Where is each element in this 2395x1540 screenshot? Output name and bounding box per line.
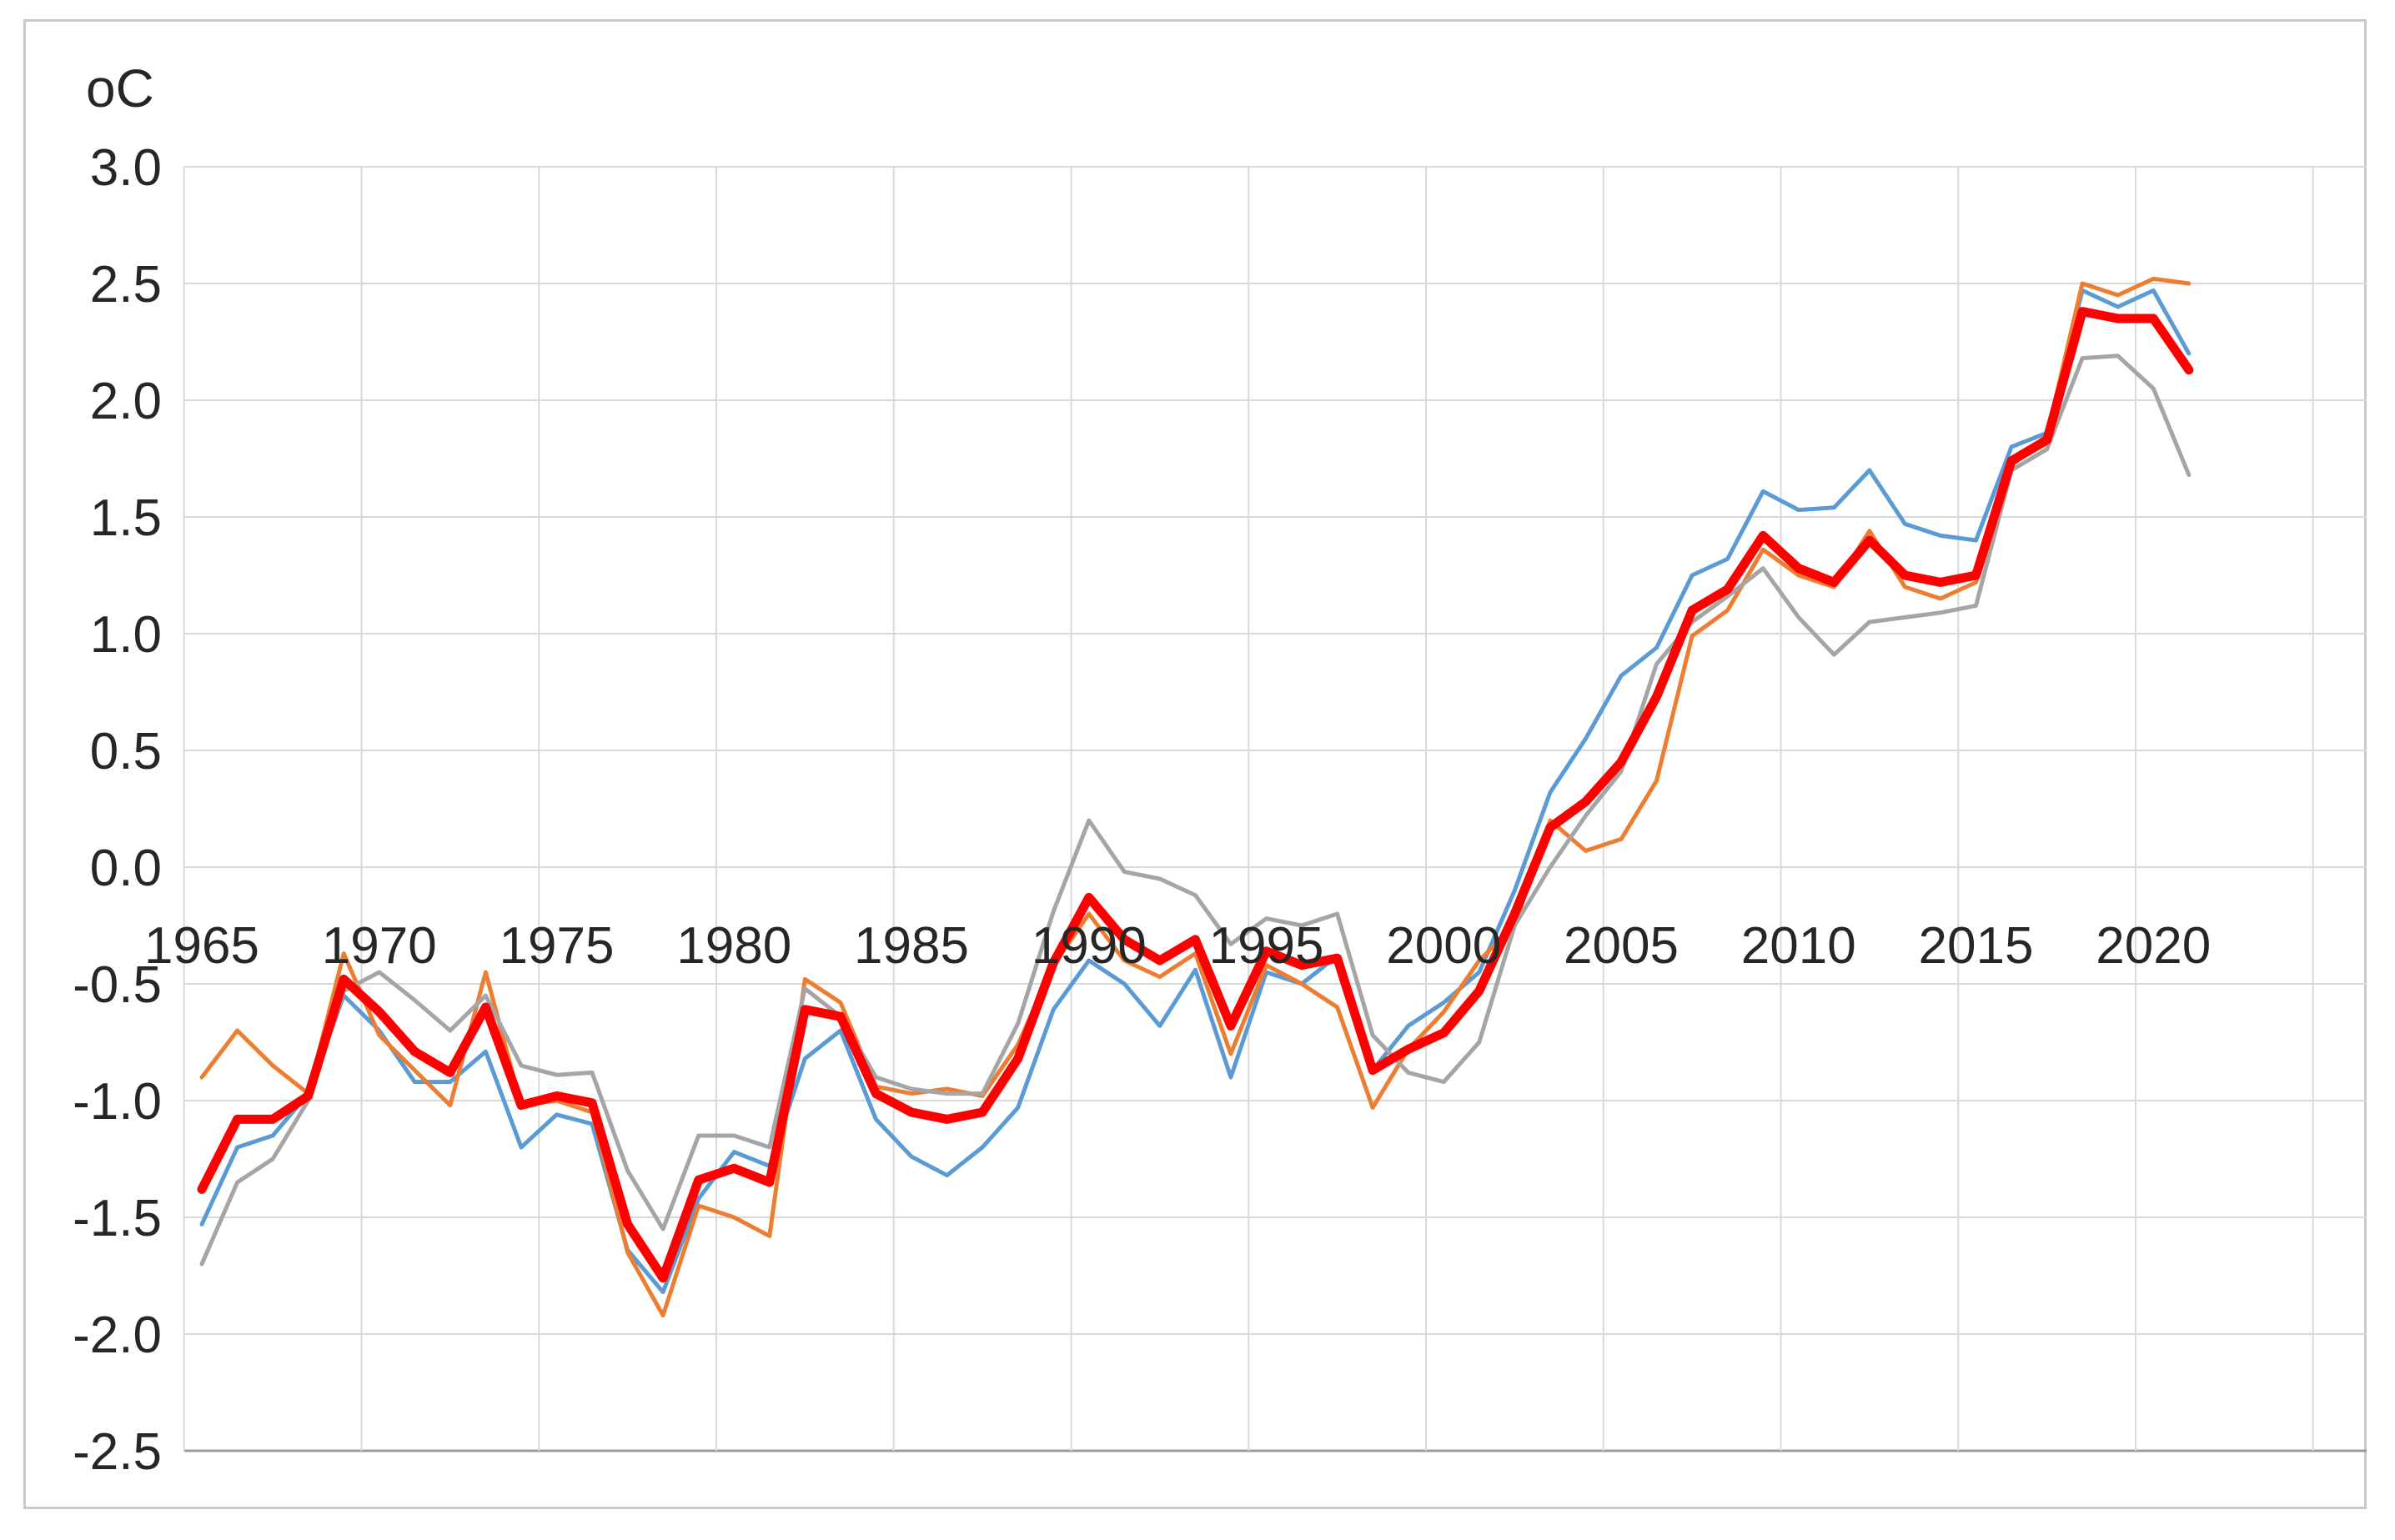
x-tick-label: 2015 xyxy=(1919,917,2034,975)
x-tick-label: 1980 xyxy=(676,917,791,975)
y-tick-label: -0.5 xyxy=(73,956,162,1014)
series-gray xyxy=(199,354,2192,1267)
x-tick-label: 2000 xyxy=(1386,917,1501,975)
y-axis-unit-label: oC xyxy=(86,58,154,118)
x-tick-label: 2005 xyxy=(1564,917,1679,975)
series-orange xyxy=(199,276,2192,1318)
y-tick-label: 1.0 xyxy=(90,606,162,664)
vertical-gridlines xyxy=(183,167,2314,1451)
x-tick-label: 1965 xyxy=(144,917,259,975)
horizontal-gridlines xyxy=(183,166,2367,1452)
y-tick-label: -1.5 xyxy=(73,1190,162,1247)
y-tick-label: 1.5 xyxy=(90,489,162,547)
y-tick-label: 2.5 xyxy=(90,256,162,314)
x-tick-label: 2010 xyxy=(1741,917,1856,975)
y-tick-label: 2.0 xyxy=(90,373,162,430)
x-tick-label: 1995 xyxy=(1209,917,1324,975)
y-axis-tick-labels: 3.0 2.5 2.0 1.5 1.0 0.5 0.0 -0.5 -1.0 -1.5 -2.0 -2.… xyxy=(73,139,162,1481)
x-tick-label: 1990 xyxy=(1032,917,1147,975)
x-axis-tick-labels: 1965 1970 1975 1980 1985 1990 1995 2000 2005 2010… xyxy=(144,917,2211,975)
y-tick-label: 0.0 xyxy=(90,840,162,897)
y-tick-label: -2.0 xyxy=(73,1307,162,1364)
x-tick-label: 2020 xyxy=(2096,917,2211,975)
chart-frame xyxy=(23,19,2367,1509)
series-red-average xyxy=(197,307,2194,1283)
data-series-lines xyxy=(197,276,2194,1318)
x-tick-label: 1985 xyxy=(854,917,969,975)
x-tick-label: 1970 xyxy=(322,917,437,975)
y-tick-label: 3.0 xyxy=(90,139,162,197)
y-tick-label: -1.0 xyxy=(73,1073,162,1131)
y-tick-label: -2.5 xyxy=(73,1423,162,1481)
x-tick-label: 1975 xyxy=(500,917,615,975)
y-tick-label: 0.5 xyxy=(90,723,162,780)
series-blue xyxy=(199,288,2192,1295)
